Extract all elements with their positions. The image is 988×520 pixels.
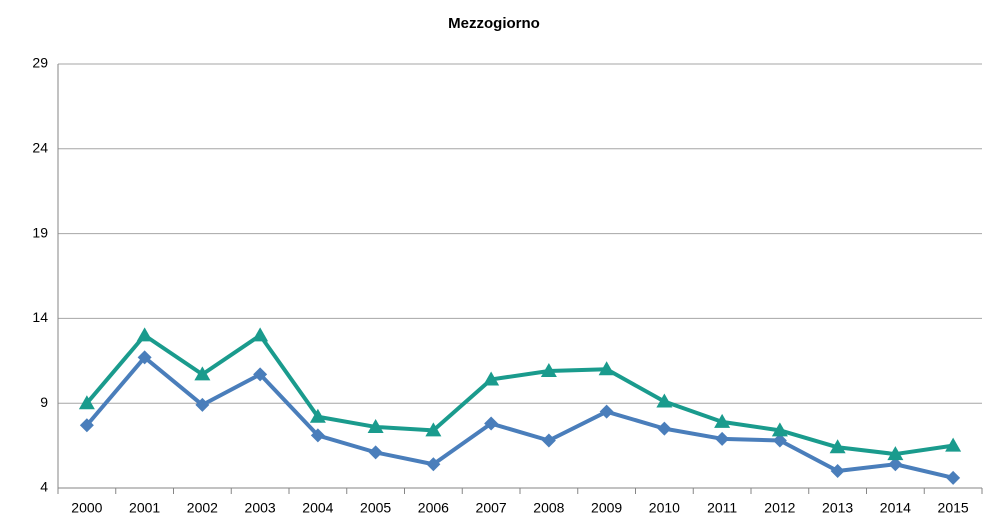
marker-triangle [309,408,326,423]
marker-triangle [887,446,904,461]
y-tick-label: 9 [40,394,48,410]
marker-triangle [714,413,731,428]
x-tick-label: 2007 [476,500,507,516]
x-tick-label: 2013 [822,500,853,516]
marker-diamond [137,350,152,365]
x-tick-label: 2003 [245,500,276,516]
x-tick-label: 2000 [71,500,102,516]
marker-diamond [946,470,961,485]
marker-triangle [367,418,384,433]
marker-triangle [425,422,442,437]
marker-triangle [598,361,615,376]
chart-title: Mezzogiorno [448,15,540,32]
marker-triangle [483,371,500,386]
marker-diamond [830,464,845,479]
x-tick-label: 2008 [533,500,564,516]
marker-triangle [945,437,962,452]
marker-triangle [771,422,788,437]
x-tick-label: 2012 [764,500,795,516]
marker-diamond [79,418,94,433]
marker-triangle [540,362,557,377]
marker-diamond [253,367,268,382]
marker-triangle [656,393,673,408]
y-tick-label: 19 [32,224,48,240]
marker-diamond [368,445,383,460]
x-tick-label: 2014 [880,500,911,516]
marker-diamond [426,457,441,472]
y-tick-label: 14 [32,309,48,325]
marker-triangle [194,366,211,381]
marker-diamond [715,431,730,446]
x-tick-label: 2010 [649,500,680,516]
marker-triangle [78,395,95,410]
series-line [85,333,954,457]
y-tick-label: 4 [40,479,48,495]
x-tick-label: 2009 [591,500,622,516]
marker-diamond [657,421,672,436]
x-tick-label: 2005 [360,500,391,516]
marker-triangle [252,327,269,342]
y-tick-label: 29 [32,55,48,71]
marker-triangle [136,327,153,342]
x-tick-label: 2004 [302,500,333,516]
marker-diamond [599,404,614,419]
x-tick-label: 2006 [418,500,449,516]
marker-diamond [310,428,325,443]
y-tick-label: 24 [32,140,48,156]
marker-diamond [888,457,903,472]
x-tick-label: 2001 [129,500,160,516]
marker-diamond [541,433,556,448]
marker-triangle [829,439,846,454]
marker-diamond [484,416,499,431]
x-tick-label: 2015 [938,500,969,516]
marker-diamond [195,397,210,412]
series-line [85,355,954,480]
x-tick-label: 2002 [187,500,218,516]
marker-diamond [772,433,787,448]
x-tick-label: 2011 [707,500,737,516]
